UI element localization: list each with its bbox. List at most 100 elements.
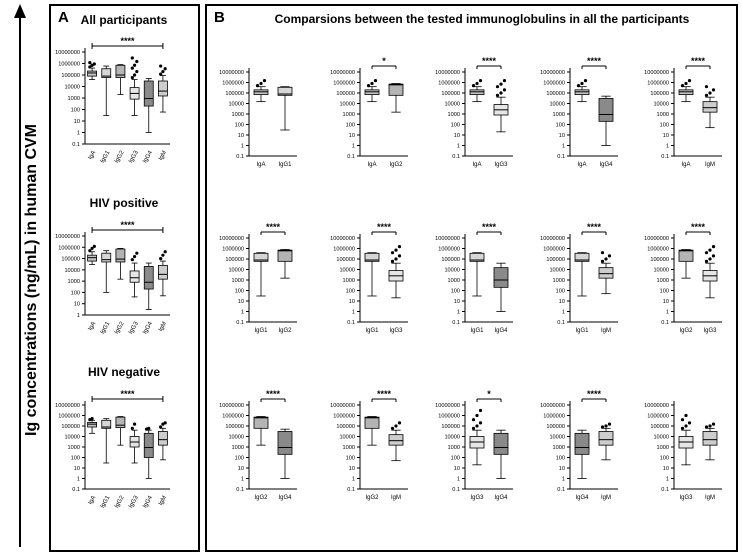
- x-tick-label: IgA: [256, 162, 265, 168]
- outlier-point: [390, 259, 395, 263]
- significance-label: ****: [266, 389, 281, 399]
- outlier-point: [163, 421, 167, 425]
- outlier-point: [607, 254, 612, 258]
- x-tick-label: IgG1: [100, 494, 112, 509]
- chart-9: 0.1 1 10 100 1000 10000 100000 1000000 10000000 I…: [219, 222, 297, 334]
- outlier-point: [471, 418, 476, 422]
- y-tick-label: 1000: [343, 112, 355, 118]
- outlier-point: [711, 88, 716, 92]
- outlier-point: [687, 79, 692, 83]
- y-tick-label: 0.1: [661, 320, 669, 326]
- y-tick-label: 1: [666, 144, 669, 150]
- y-tick-label: 10000: [339, 268, 355, 274]
- y-tick-label: 10000000: [540, 236, 565, 242]
- significance-label: ****: [587, 56, 602, 66]
- outlier-point: [600, 259, 605, 263]
- outlier-point: [90, 417, 94, 421]
- outlier-point: [502, 88, 507, 92]
- y-tick-label: 100: [556, 289, 565, 295]
- outlier-point: [704, 251, 709, 255]
- box-IgG1: [253, 252, 269, 262]
- significance-label: ****: [691, 56, 706, 66]
- outlier-point: [262, 79, 267, 83]
- y-tick-label: 10000000: [644, 236, 669, 242]
- box-IgG4: [598, 98, 614, 122]
- y-tick-label: 100: [71, 290, 80, 296]
- outlier-point: [680, 418, 685, 422]
- box-IgG4: [143, 80, 154, 107]
- y-tick-label: 10000000: [435, 70, 460, 76]
- y-tick-label: 10000: [549, 268, 565, 274]
- y-tick-label: 100: [556, 123, 565, 129]
- y-tick-label: 10000: [64, 435, 80, 441]
- box-IgG2: [277, 249, 293, 262]
- outlier-point: [708, 424, 712, 428]
- outlier-point: [147, 426, 151, 430]
- x-tick-label: IgG2: [278, 328, 292, 334]
- y-tick-label: 1000: [553, 445, 565, 451]
- y-tick-label: 0.1: [661, 487, 669, 493]
- y-tick-label: 0.1: [347, 320, 355, 326]
- outlier-point: [604, 257, 608, 261]
- outlier-point: [394, 424, 398, 428]
- y-tick-label: 1000000: [438, 414, 460, 420]
- x-tick-label: IgA: [472, 162, 481, 168]
- box-IgG2: [388, 83, 404, 96]
- y-tick-label: 100: [451, 456, 460, 462]
- outlier-point: [711, 254, 716, 258]
- outlier-point: [163, 67, 167, 71]
- y-tick-label: 1: [562, 144, 565, 150]
- y-tick-label: 10000: [653, 268, 669, 274]
- outlier-point: [471, 84, 476, 88]
- y-tick-label: 10000: [64, 85, 80, 91]
- y-tick-label: 100000: [441, 257, 460, 263]
- chart-13: 0.1 1 10 100 1000 10000 100000 1000000 10000000 I…: [644, 222, 722, 334]
- y-tick-label: 1000: [343, 445, 355, 451]
- box-IgG4: [574, 432, 590, 455]
- x-tick-label: IgM: [601, 495, 611, 501]
- y-tick-label: 1000: [68, 96, 80, 102]
- y-tick-label: 10000000: [644, 70, 669, 76]
- y-tick-label: 10000: [444, 435, 460, 441]
- y-tick-label: 100: [346, 123, 355, 129]
- outlier-point: [92, 244, 96, 248]
- box-IgG2: [678, 249, 694, 262]
- box-IgG2: [115, 64, 126, 78]
- box-IgG1: [574, 252, 590, 262]
- y-tick-label: 10000000: [330, 236, 355, 242]
- box-IgA: [87, 70, 97, 77]
- y-tick-label: 1000: [343, 278, 355, 284]
- box-IgG2: [253, 416, 269, 429]
- chart-title: All participants: [81, 13, 168, 27]
- box-IgG1: [364, 252, 380, 262]
- y-tick-label: 1000: [448, 112, 460, 118]
- outlier-point: [499, 82, 503, 86]
- outlier-point: [130, 56, 134, 60]
- y-tick-label: 10000000: [55, 50, 80, 56]
- y-tick-label: 10: [559, 299, 565, 305]
- outlier-point: [576, 84, 581, 88]
- chart-8: 0.1 1 10 100 1000 10000 100000 1000000 10000000 I…: [644, 56, 722, 168]
- y-tick-label: 100: [71, 108, 80, 114]
- y-tick-label: 100: [346, 456, 355, 462]
- panel-a-letter: A: [58, 9, 69, 26]
- outlier-point: [711, 422, 716, 426]
- y-tick-label: 100: [235, 289, 244, 295]
- outlier-point: [394, 257, 398, 261]
- outlier-point: [495, 85, 500, 89]
- y-tick-label: 0.1: [236, 487, 244, 493]
- y-tick-label: 1: [352, 310, 355, 316]
- x-tick-label: IgG2: [114, 320, 126, 335]
- outlier-point: [159, 425, 163, 429]
- y-tick-label: 10000000: [540, 70, 565, 76]
- outlier-point: [397, 245, 402, 249]
- outlier-point: [161, 69, 165, 74]
- y-tick-label: 1: [457, 144, 460, 150]
- y-tick-label: 1: [457, 477, 460, 483]
- y-tick-label: 100000: [61, 257, 80, 263]
- y-tick-label: 10000: [653, 102, 669, 108]
- x-tick-label: IgA: [681, 162, 690, 168]
- x-tick-label: IgM: [158, 150, 168, 162]
- significance-label: ****: [377, 222, 392, 232]
- y-tick-label: 10: [663, 299, 669, 305]
